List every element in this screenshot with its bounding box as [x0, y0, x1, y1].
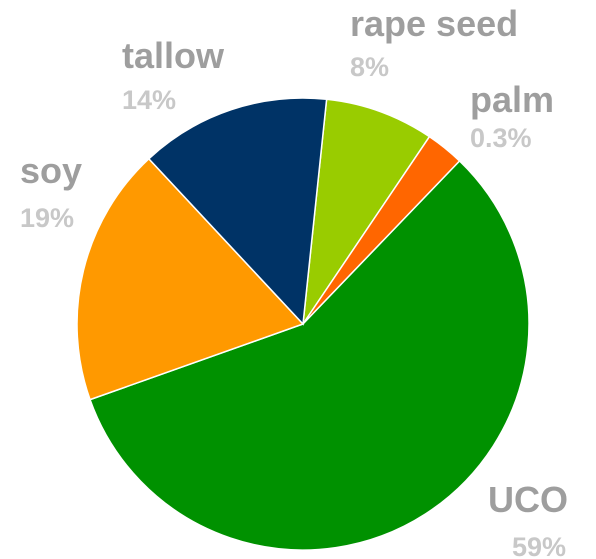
pie-slices	[76, 97, 530, 551]
slice-percent-rape-seed: 8%	[350, 52, 389, 82]
pie-slice-uco	[89, 159, 530, 551]
pie-slice-tallow	[147, 97, 328, 326]
slice-label-uco: UCO	[488, 479, 568, 520]
slice-label-palm: palm	[470, 79, 554, 120]
slice-percent-palm: 0.3%	[470, 123, 532, 153]
slice-percent-soy: 19%	[20, 203, 74, 233]
slice-percent-uco: 59%	[512, 532, 566, 559]
slice-label-soy: soy	[20, 150, 82, 191]
slice-percent-tallow: 14%	[122, 85, 176, 115]
slice-label-tallow: tallow	[122, 35, 225, 76]
pie-slice-soy	[76, 157, 305, 401]
pie-labels: UCO 59% soy 19% tallow 14% rape seed 8% …	[20, 3, 568, 559]
pie-slice-rape-seed	[302, 98, 431, 325]
slice-label-rape-seed: rape seed	[350, 3, 518, 44]
